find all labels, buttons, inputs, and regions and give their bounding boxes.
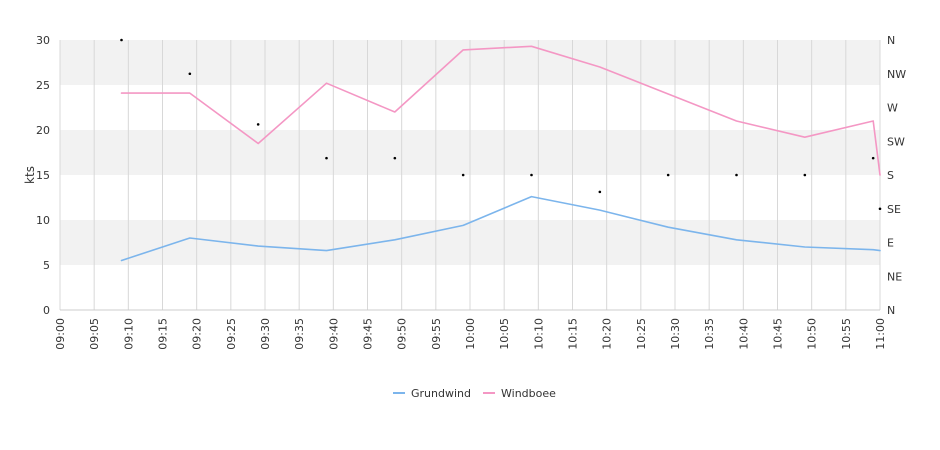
vertical-grid [59, 40, 881, 310]
y-tick-label: 15 [36, 169, 50, 182]
y-tick-label: 25 [36, 79, 50, 92]
x-tick-label: 09:45 [362, 318, 375, 350]
x-tick-label: 10:40 [737, 318, 750, 350]
y-tick-label: 30 [36, 34, 50, 47]
x-tick-label: 09:40 [327, 318, 340, 350]
direction-tick-label: NE [887, 270, 902, 283]
direction-point [393, 156, 397, 160]
x-tick-label: 09:00 [54, 318, 67, 350]
x-tick-label: 10:15 [567, 318, 580, 350]
x-tick-label: 09:55 [430, 318, 443, 350]
x-tick-label: 10:05 [498, 318, 511, 350]
x-tick-label: 10:20 [601, 318, 614, 350]
direction-point [188, 72, 192, 76]
y-tick-label: 5 [43, 259, 50, 272]
series-layer [120, 45, 881, 262]
direction-point [871, 156, 875, 160]
x-tick-label: 09:30 [259, 318, 272, 350]
x-tick-label: 10:55 [840, 318, 853, 350]
legend: Grundwind Windboee [393, 387, 556, 400]
y-tick-label: 20 [36, 124, 50, 137]
direction-point [878, 207, 882, 211]
x-tick-label: 11:00 [874, 318, 887, 350]
series-line-windboee [120, 45, 881, 176]
direction-points [120, 38, 882, 211]
x-tick-label: 09:05 [88, 318, 101, 350]
direction-point [598, 190, 602, 194]
series-line-grundwind [120, 195, 881, 262]
x-tick-label: 09:50 [396, 318, 409, 350]
direction-point [461, 173, 465, 177]
x-tick-label: 10:50 [806, 318, 819, 350]
y-tick-label: 10 [36, 214, 50, 227]
x-tick-label: 09:10 [122, 318, 135, 350]
direction-point [256, 123, 260, 126]
direction-tick-label: SW [887, 135, 905, 148]
x-tick-label: 10:00 [464, 318, 477, 350]
tick-labels: 0 5 10 15 20 25 30 N NW W SW S SE E NE N 09:00 09:05 09:10… [36, 34, 906, 350]
x-tick-label: 09:15 [157, 318, 170, 350]
direction-tick-label: W [887, 102, 898, 115]
x-tick-label: 09:20 [191, 318, 204, 350]
y-tick-label: 0 [43, 304, 50, 317]
direction-point [120, 38, 123, 42]
x-tick-label: 10:30 [669, 318, 682, 350]
direction-point [666, 173, 670, 177]
direction-tick-label: N [887, 304, 895, 317]
direction-tick-label: SE [887, 203, 901, 216]
direction-point [325, 156, 328, 160]
x-tick-label: 10:10 [532, 318, 545, 350]
direction-tick-label: NW [887, 68, 906, 81]
direction-tick-label: E [887, 237, 894, 250]
direction-tick-label: S [887, 169, 894, 182]
x-tick-label: 09:25 [225, 318, 238, 350]
y-axis-title: kts [23, 166, 37, 184]
legend-label[interactable]: Windboee [501, 387, 556, 400]
x-tick-label: 10:45 [772, 318, 785, 350]
x-tick-label: 10:25 [635, 318, 648, 350]
direction-point [803, 173, 807, 177]
x-tick-label: 09:35 [293, 318, 306, 350]
legend-label[interactable]: Grundwind [411, 387, 471, 400]
direction-tick-label: N [887, 34, 895, 47]
direction-point [530, 173, 533, 177]
x-tick-label: 10:35 [703, 318, 716, 350]
direction-point [735, 173, 738, 177]
